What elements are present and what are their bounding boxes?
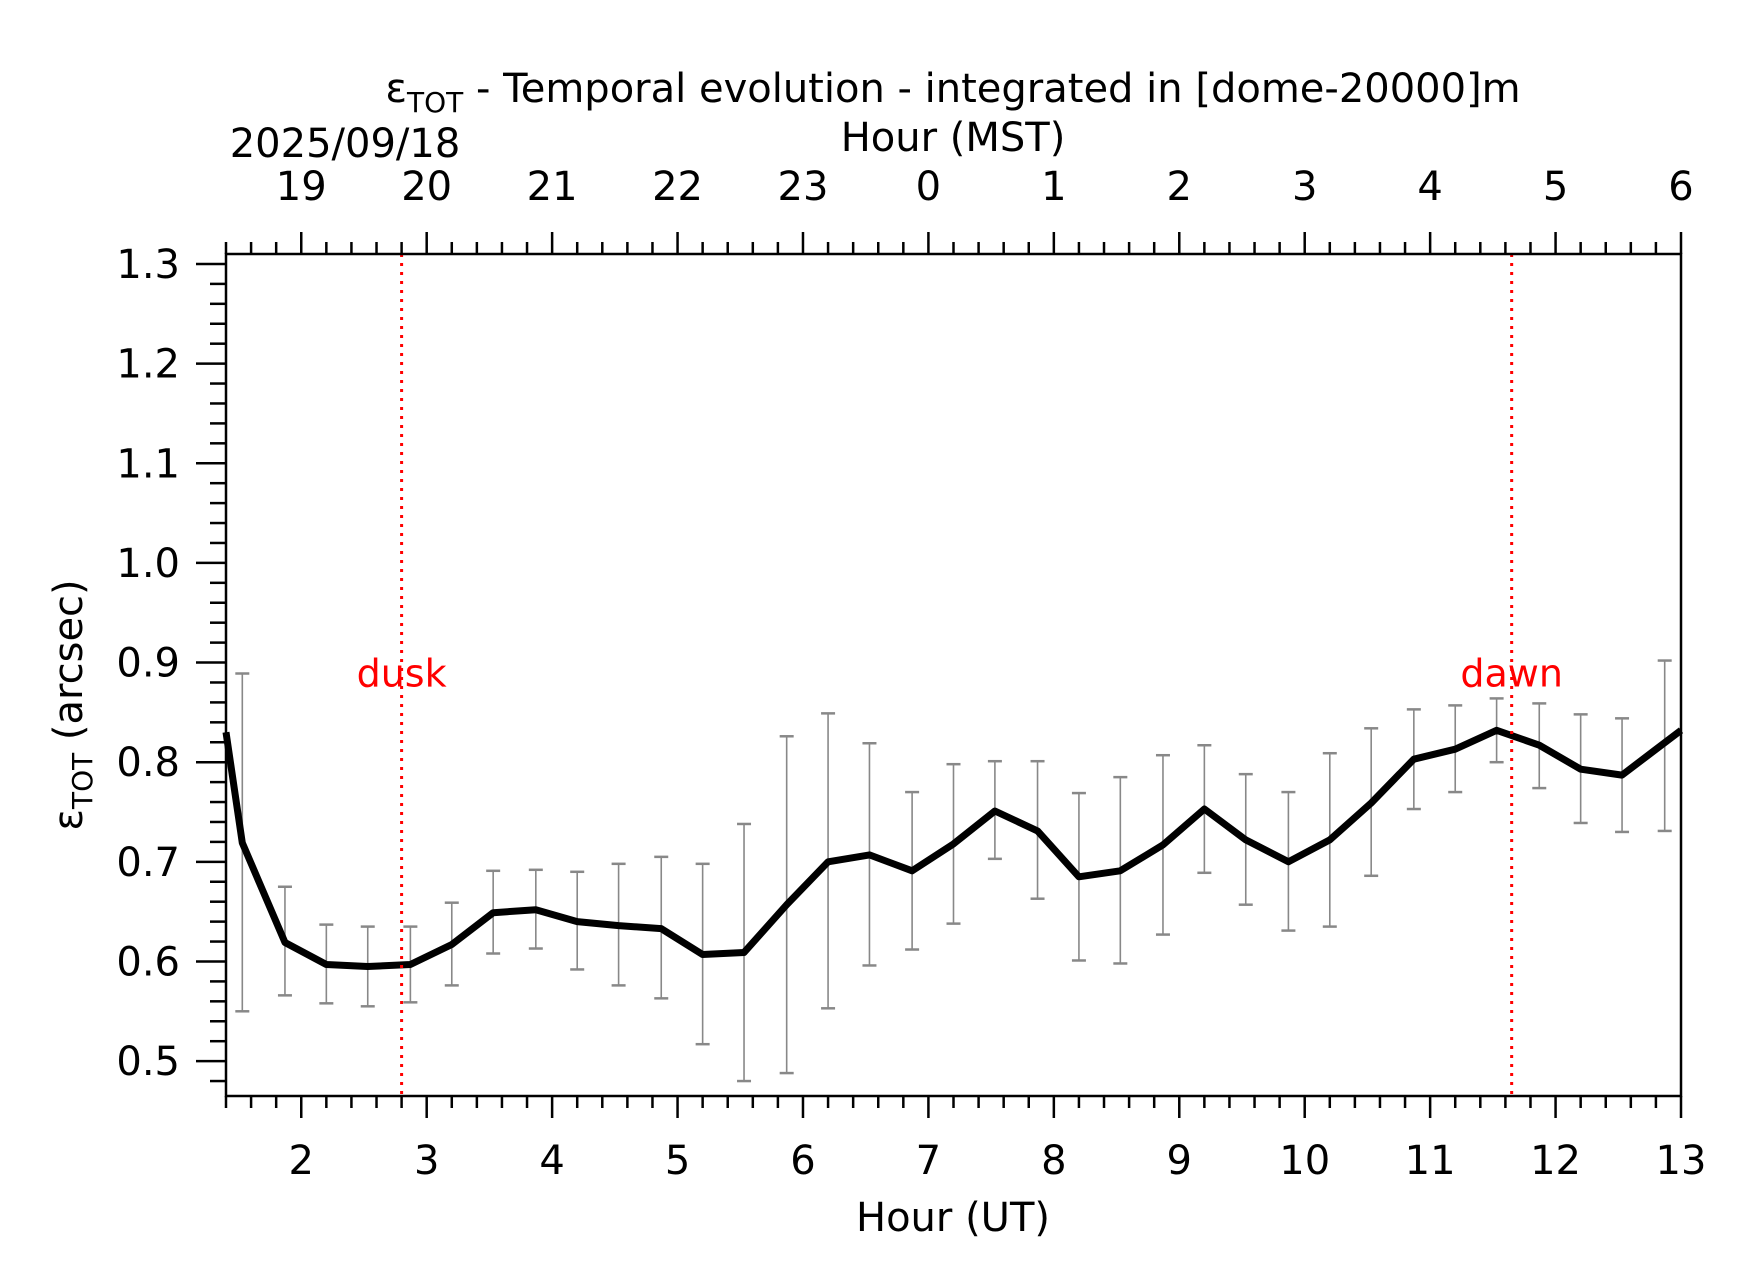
y-tick-label: 0.5 bbox=[116, 1039, 180, 1085]
chart-title: εTOT - Temporal evolution - integrated i… bbox=[385, 66, 1520, 119]
y-axis-label: εTOT (arcsec) bbox=[46, 579, 99, 830]
date-label: 2025/09/18 bbox=[230, 121, 461, 167]
y-axis-label-rest: (arcsec) bbox=[46, 579, 92, 752]
top-tick-label: 23 bbox=[778, 164, 829, 210]
x-tick-label: 6 bbox=[790, 1138, 815, 1184]
error-bars bbox=[235, 659, 1672, 1083]
x-tick-label: 2 bbox=[289, 1138, 314, 1184]
chart-title-symbol: ε bbox=[385, 66, 407, 112]
x-tick-label: 12 bbox=[1530, 1138, 1581, 1184]
x-tick-label: 13 bbox=[1656, 1138, 1707, 1184]
chart-title-rest: - Temporal evolution - integrated in [do… bbox=[463, 66, 1520, 112]
y-tick-label: 1.1 bbox=[116, 441, 180, 487]
x-tick-label: 3 bbox=[414, 1138, 439, 1184]
y-tick-label: 1.2 bbox=[116, 342, 180, 388]
top-tick-label: 4 bbox=[1417, 164, 1442, 210]
series-line bbox=[222, 726, 1684, 970]
y-tick-label: 0.9 bbox=[116, 641, 180, 687]
top-tick-label: 5 bbox=[1543, 164, 1568, 210]
svg-text:εTOT (arcsec): εTOT (arcsec) bbox=[46, 579, 99, 830]
x-tick-label: 8 bbox=[1041, 1138, 1066, 1184]
top-tick-label: 20 bbox=[401, 164, 452, 210]
top-tick-label: 3 bbox=[1292, 164, 1317, 210]
top-tick-label: 21 bbox=[527, 164, 578, 210]
svg-text:εTOT - Temporal evolution - in: εTOT - Temporal evolution - integrated i… bbox=[385, 66, 1520, 119]
x-tick-label: 4 bbox=[539, 1138, 564, 1184]
top-tick-label: 0 bbox=[916, 164, 941, 210]
event-lines: dusk dawn bbox=[357, 254, 1563, 1096]
top-tick-label: 22 bbox=[652, 164, 703, 210]
y-axis-label-subscript: TOT bbox=[66, 752, 99, 810]
x-tick-label: 9 bbox=[1167, 1138, 1192, 1184]
x-tick-label: 7 bbox=[916, 1138, 941, 1184]
top-tick-label: 2 bbox=[1167, 164, 1192, 210]
dawn-label: dawn bbox=[1460, 652, 1563, 696]
x-tick-label: 5 bbox=[665, 1138, 690, 1184]
y-tick-label: 0.8 bbox=[116, 740, 180, 786]
top-tick-label: 1 bbox=[1041, 164, 1066, 210]
top-axis-label: Hour (MST) bbox=[841, 115, 1066, 161]
plot-frame bbox=[224, 252, 1683, 1098]
y-axis-label-symbol: ε bbox=[46, 809, 92, 831]
y-tick-label: 0.6 bbox=[116, 939, 180, 985]
dusk-label: dusk bbox=[357, 652, 447, 696]
x-axis-label: Hour (UT) bbox=[856, 1195, 1050, 1241]
chart-title-subscript: TOT bbox=[406, 86, 464, 119]
y-tick-label: 1.0 bbox=[116, 541, 180, 587]
y-tick-label: 1.3 bbox=[116, 242, 180, 288]
y-tick-label: 0.7 bbox=[116, 840, 180, 886]
x-tick-label: 10 bbox=[1279, 1138, 1330, 1184]
series-lines bbox=[222, 726, 1684, 970]
top-tick-label: 6 bbox=[1668, 164, 1693, 210]
x-tick-label: 11 bbox=[1405, 1138, 1456, 1184]
top-tick-label: 19 bbox=[276, 164, 327, 210]
